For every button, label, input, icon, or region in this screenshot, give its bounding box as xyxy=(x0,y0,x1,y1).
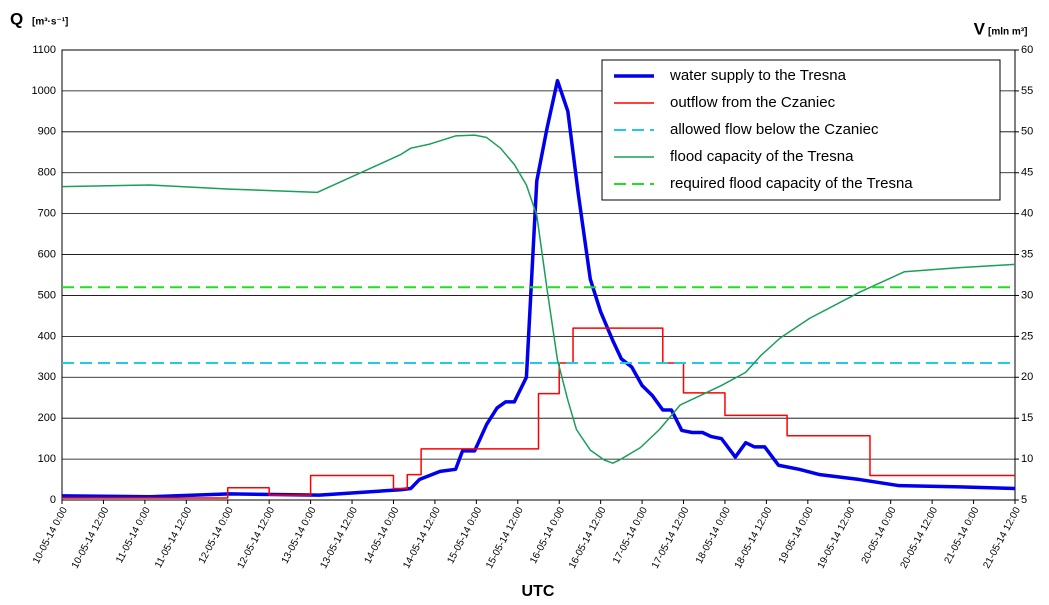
x-tick-label: 13-05-14 12:00 xyxy=(318,505,360,570)
legend-label: required flood capacity of the Tresna xyxy=(670,175,913,192)
y2-tick-label: 10 xyxy=(1021,453,1033,465)
x-tick-label: 15-05-14 12:00 xyxy=(484,505,526,570)
y2-tick-label: 50 xyxy=(1021,126,1033,138)
series-line xyxy=(61,78,1016,499)
y2-tick-label: 25 xyxy=(1021,330,1033,342)
x-tick-label: 16-05-14 0:00 xyxy=(528,505,567,566)
x-tick-label: 20-05-14 12:00 xyxy=(899,505,941,570)
x-tick-label: 20-05-14 0:00 xyxy=(860,505,899,566)
legend-box xyxy=(601,59,1001,201)
x-tick-label: 15-05-14 0:00 xyxy=(445,505,484,566)
y-tick-label: 900 xyxy=(38,126,56,138)
x-tick-label: 21-05-14 12:00 xyxy=(981,505,1023,570)
y-tick-label: 0 xyxy=(50,494,56,506)
x-tick-label: 18-05-14 0:00 xyxy=(694,505,733,566)
y-tick-label: 200 xyxy=(38,412,56,424)
y2-tick-label: 40 xyxy=(1021,208,1033,220)
x-tick-label: 14-05-14 12:00 xyxy=(401,505,443,570)
y2-tick-label: 60 xyxy=(1021,44,1033,56)
x-tick-label: 11-05-14 0:00 xyxy=(114,505,153,565)
y-tick-label: 700 xyxy=(38,208,56,220)
x-tick-label: 14-05-14 0:00 xyxy=(363,505,402,566)
y-tick-label: 600 xyxy=(38,248,56,260)
y2-tick-label: 5 xyxy=(1021,494,1027,506)
y-tick-label: 100 xyxy=(38,453,56,465)
x-tick-label: 16-05-14 12:00 xyxy=(567,505,609,570)
legend-label: outflow from the Czaniec xyxy=(670,94,836,111)
x-label: UTC xyxy=(522,583,555,600)
x-tick-label: 12-05-14 12:00 xyxy=(236,505,278,570)
x-tick-label: 10-05-14 12:00 xyxy=(70,505,112,570)
legend-label: water supply to the Tresna xyxy=(669,67,847,84)
y2-label-unit: [mln m³] xyxy=(988,27,1027,38)
y-label-unit: [m³·s⁻¹] xyxy=(32,17,68,28)
y2-tick-label: 55 xyxy=(1021,85,1033,97)
x-tick-label: 10-05-14 0:00 xyxy=(31,505,70,566)
y-label: Q xyxy=(10,9,23,28)
y2-tick-label: 45 xyxy=(1021,167,1033,179)
series-line xyxy=(61,134,1016,464)
y-tick-label: 1100 xyxy=(32,44,56,56)
y-tick-label: 1000 xyxy=(32,85,56,97)
legend-label: flood capacity of the Tresna xyxy=(670,148,854,165)
series-line xyxy=(62,327,1015,499)
y-tick-label: 400 xyxy=(38,330,56,342)
plot-frame xyxy=(61,49,1016,501)
x-tick-label: 21-05-14 0:00 xyxy=(943,505,982,566)
x-tick-label: 12-05-14 0:00 xyxy=(197,505,236,566)
x-tick-label: 17-05-14 0:00 xyxy=(611,505,650,566)
y2-tick-label: 15 xyxy=(1021,412,1033,424)
x-tick-label: 17-05-14 12:00 xyxy=(650,505,692,570)
y-tick-label: 300 xyxy=(38,371,56,383)
x-tick-label: 19-05-14 12:00 xyxy=(816,505,858,570)
legend-label: allowed flow below the Czaniec xyxy=(670,121,879,138)
x-tick-label: 19-05-14 0:00 xyxy=(777,505,816,566)
x-tick-label: 11-05-14 12:00 xyxy=(153,505,194,570)
y-tick-label: 500 xyxy=(38,289,56,301)
x-tick-label: 13-05-14 0:00 xyxy=(280,505,319,566)
y2-tick-label: 20 xyxy=(1021,371,1033,383)
y2-tick-label: 30 xyxy=(1021,289,1033,301)
y2-label: V xyxy=(974,19,986,38)
y2-tick-label: 35 xyxy=(1021,248,1033,260)
y-tick-label: 800 xyxy=(38,167,56,179)
x-tick-label: 18-05-14 12:00 xyxy=(733,505,775,570)
